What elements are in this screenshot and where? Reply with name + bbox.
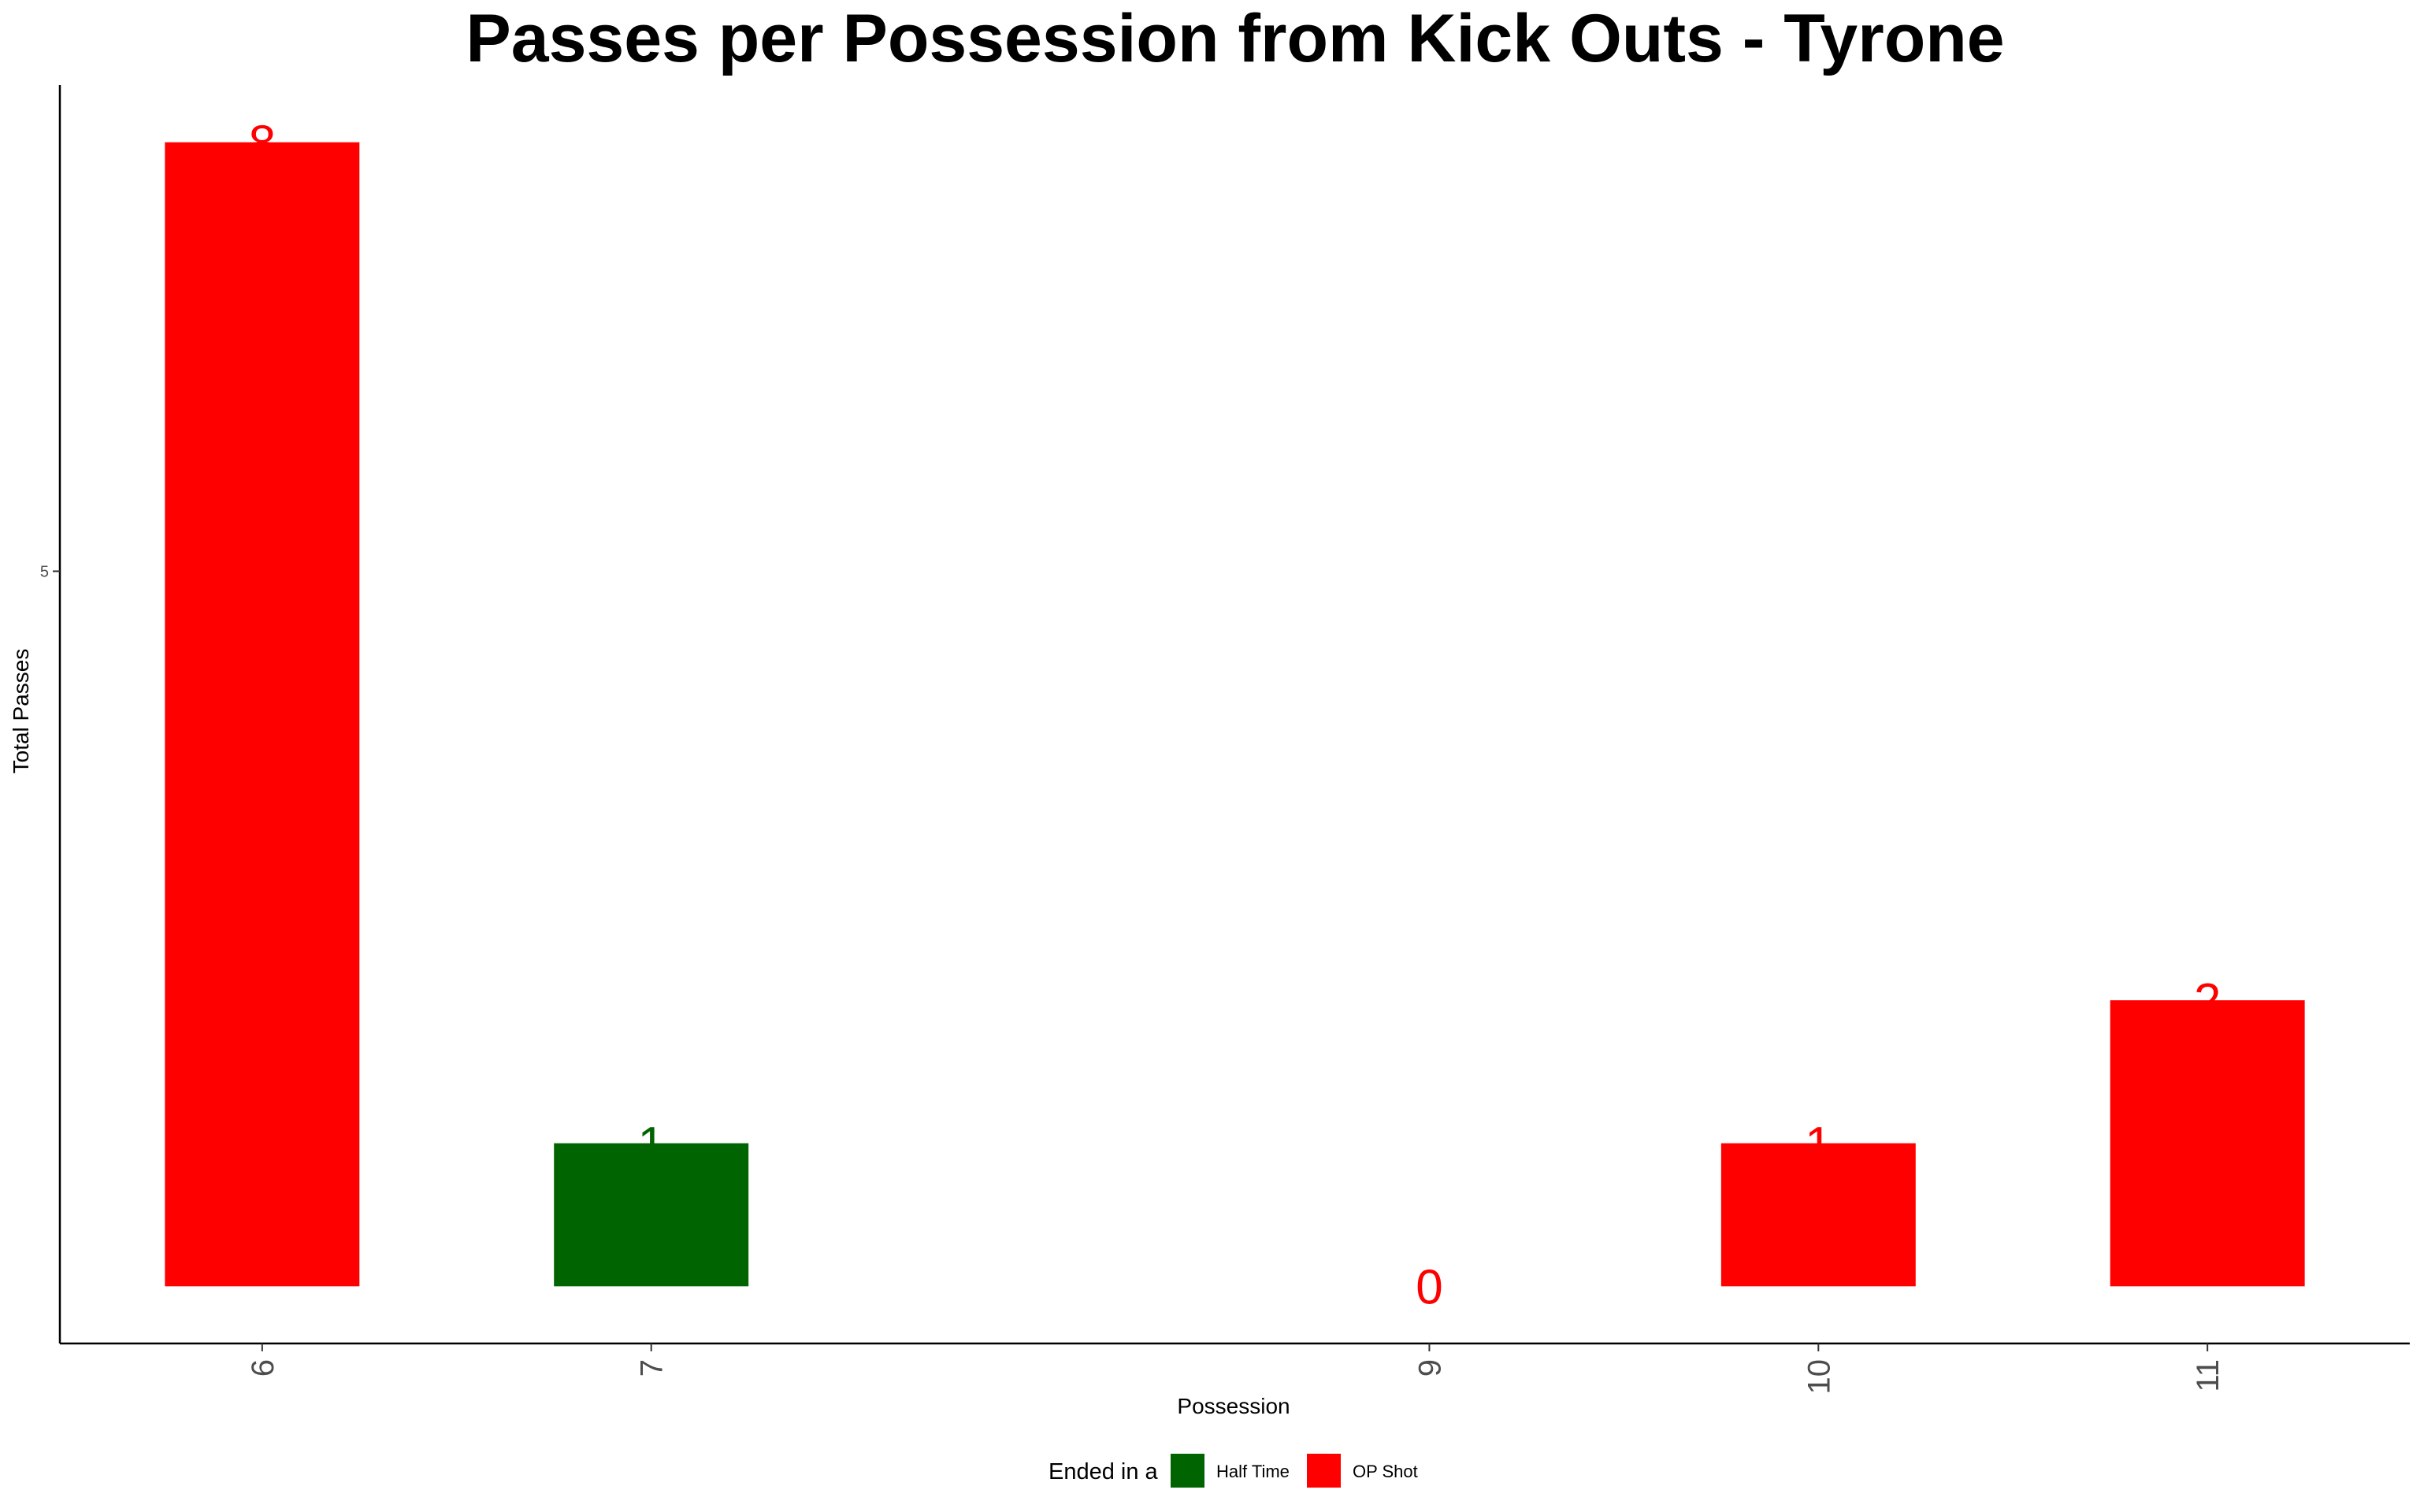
data-label-possession-11: 2	[2194, 974, 2221, 1028]
data-label-possession-7: 1	[637, 1117, 664, 1172]
bar-possession-11	[2110, 1000, 2305, 1287]
data-labels-layer: 8 1 0 1 2	[249, 117, 2221, 1315]
legend-title: Ended in a	[1049, 1459, 1159, 1484]
data-label-possession-9: 0	[1416, 1260, 1442, 1314]
data-label-possession-10: 1	[1805, 1117, 1832, 1172]
bar-possession-6	[165, 142, 360, 1287]
y-axis-title: Total Passes	[9, 649, 33, 774]
legend-key-half-time	[1171, 1454, 1204, 1488]
legend-label: Half Time	[1216, 1462, 1290, 1481]
x-tick-label: 6	[246, 1359, 280, 1377]
y-axis-ticks: 5	[40, 563, 60, 580]
bar-possession-10	[1720, 1143, 1916, 1287]
legend-key-op-shot	[1307, 1454, 1341, 1488]
x-tick-label: 9	[1412, 1359, 1447, 1377]
x-axis-ticks: 6 7 9 10 11	[246, 1343, 2225, 1395]
x-axis-title: Possession	[1177, 1394, 1290, 1418]
bars-layer	[165, 142, 2305, 1287]
chart-title: Passes per Possession from Kick Outs - T…	[466, 1, 2004, 76]
bar-possession-7	[554, 1143, 749, 1287]
legend-label: OP Shot	[1353, 1462, 1418, 1481]
data-label-possession-6: 8	[249, 117, 276, 171]
x-tick-label: 10	[1802, 1359, 1836, 1395]
y-tick-label: 5	[40, 563, 49, 580]
x-tick-label: 7	[635, 1359, 670, 1377]
legend: Ended in a Half Time OP Shot	[1049, 1454, 1418, 1488]
x-tick-label: 11	[2191, 1359, 2225, 1392]
